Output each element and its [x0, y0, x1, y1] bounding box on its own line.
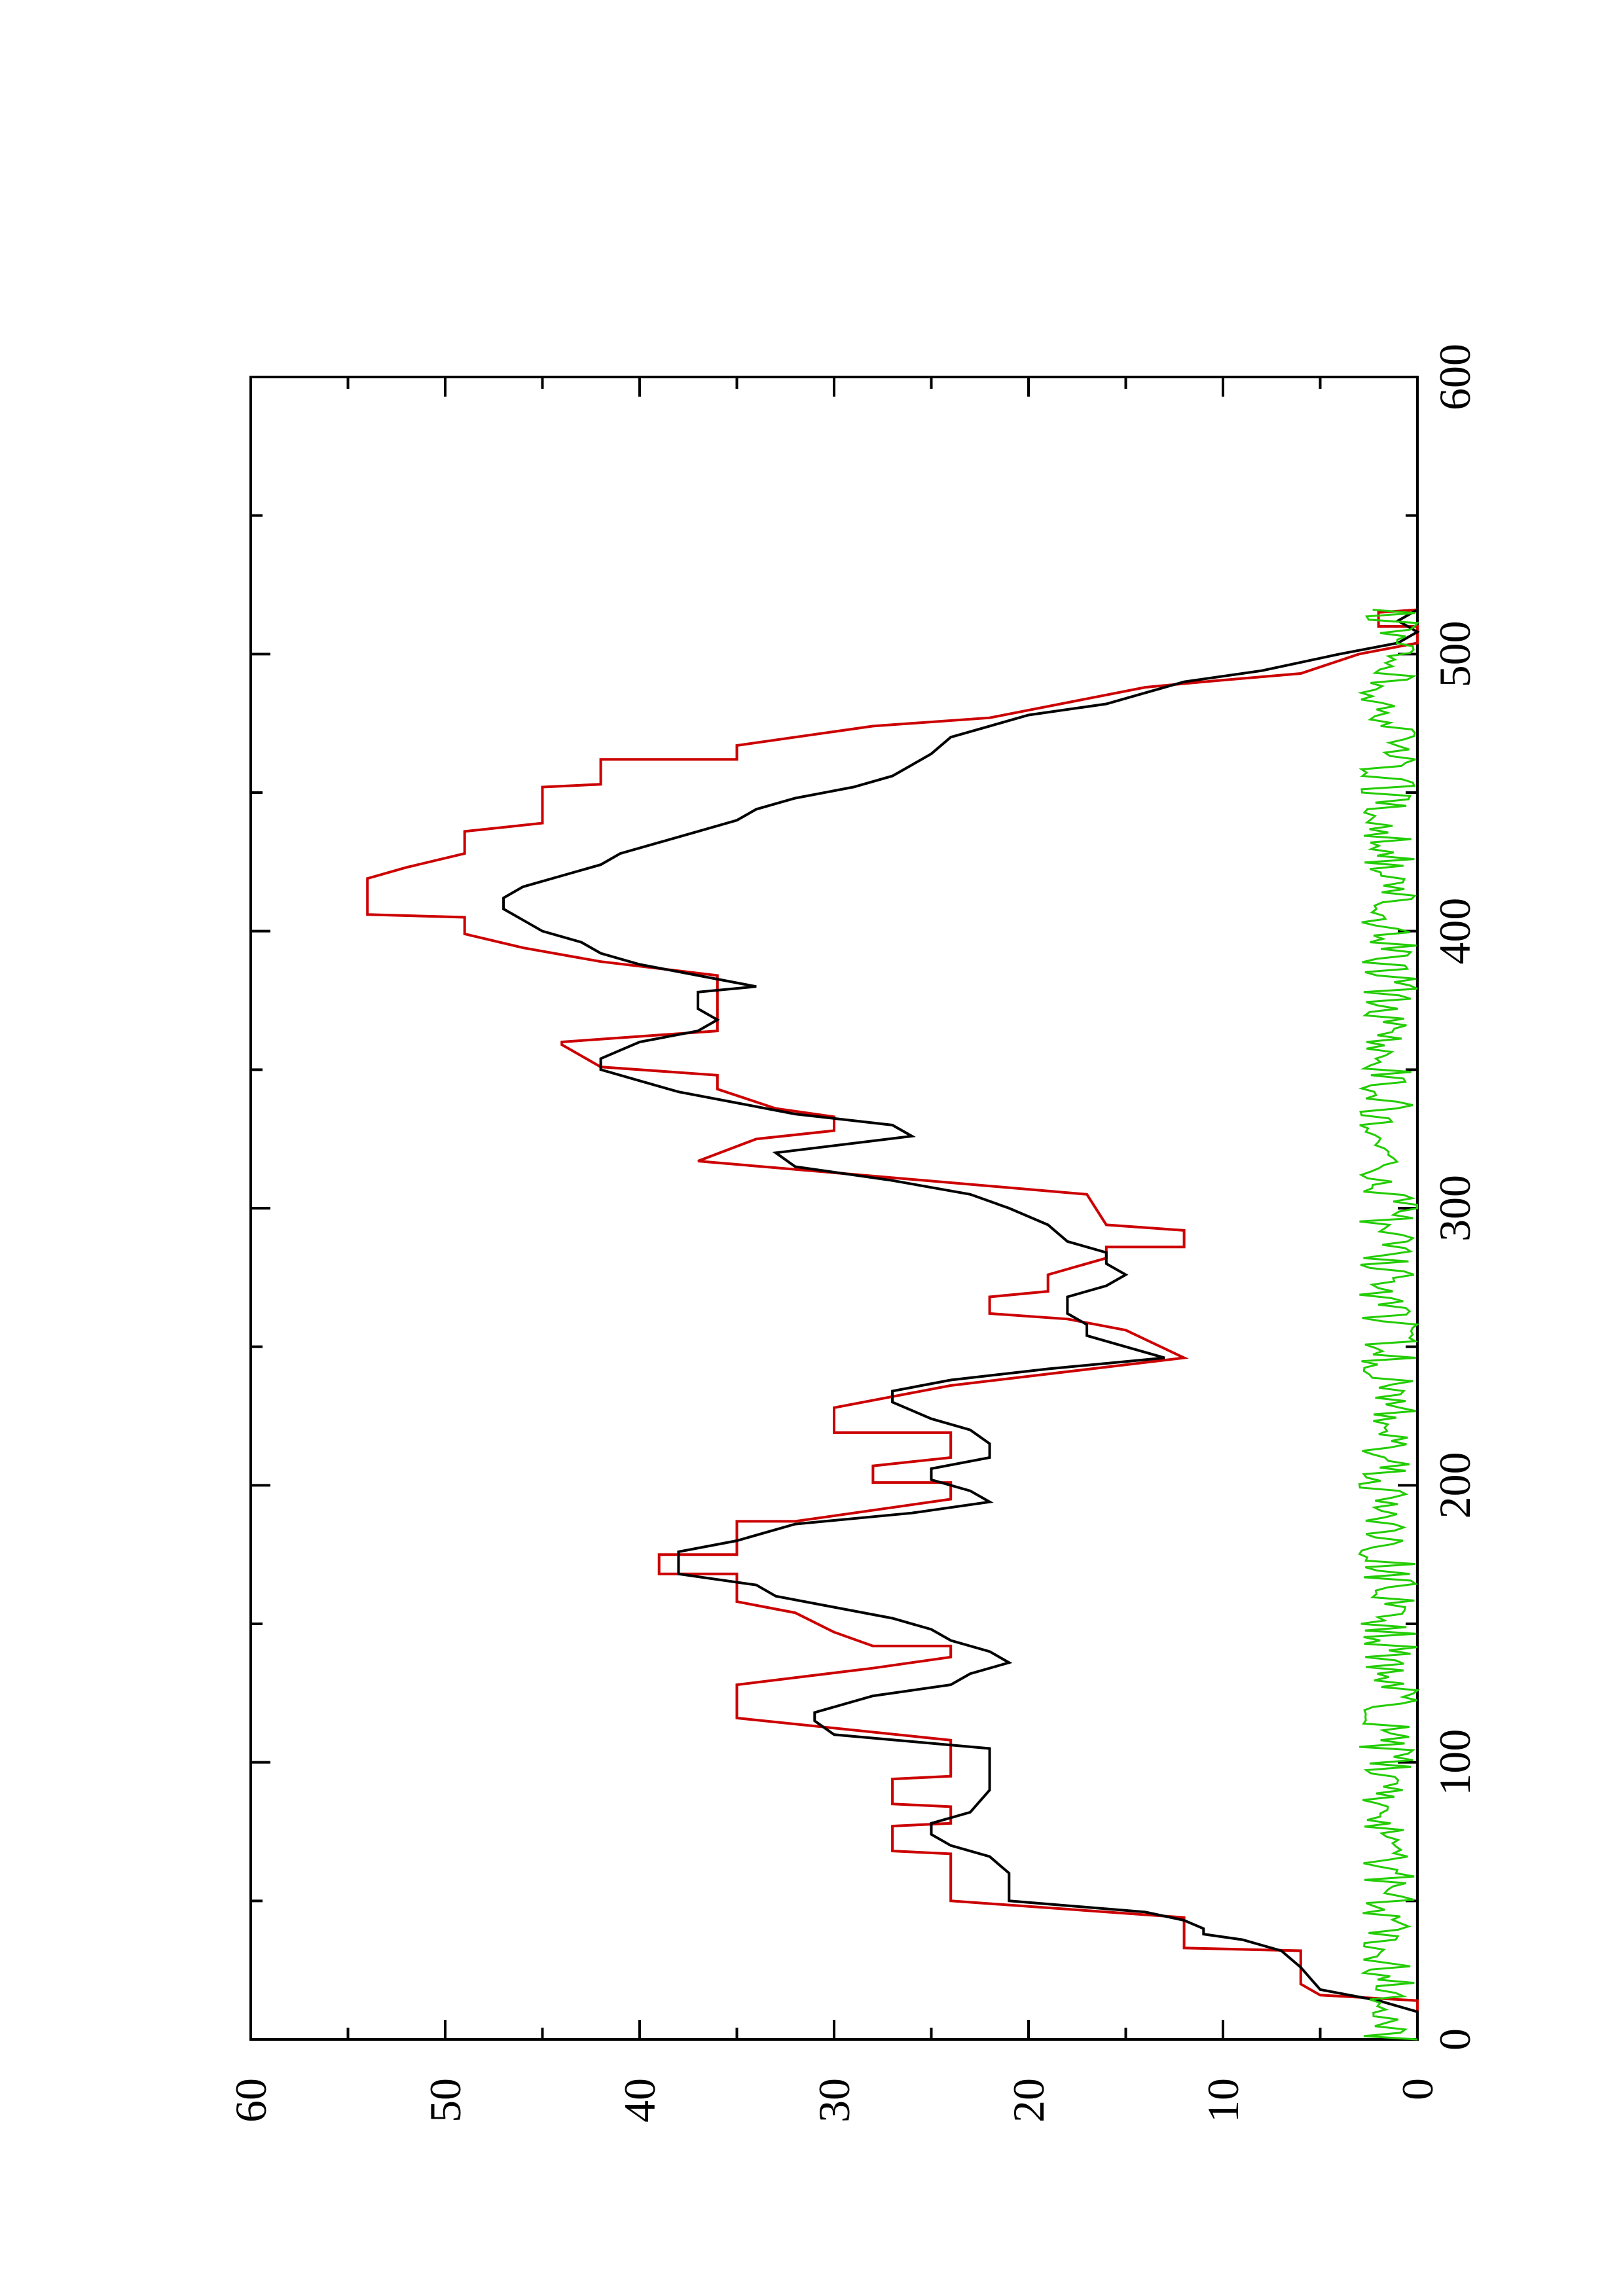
series-line-2 — [502, 608, 1421, 2039]
axis-ticks: 0 100 200 300 400 500 600 0 10 20 30 40 50 60 — [226, 344, 1480, 2123]
y-tick-label: 10 — [1198, 2078, 1248, 2123]
x-tick-label: 100 — [1430, 1729, 1480, 1796]
y-tick-label: 30 — [809, 2078, 859, 2123]
y-tick-label: 0 — [1393, 2078, 1442, 2100]
x-tick-label: 200 — [1430, 1452, 1480, 1518]
y-tick-label: 50 — [420, 2078, 470, 2123]
series-line-1 — [366, 608, 1419, 2039]
y-tick-label: 20 — [1004, 2078, 1053, 2123]
x-tick-label: 0 — [1430, 2028, 1480, 2051]
y-tick-label: 40 — [615, 2078, 665, 2123]
y-tick-label: 60 — [226, 2078, 276, 2123]
x-tick-label: 400 — [1430, 898, 1480, 965]
x-tick-label: 300 — [1430, 1175, 1480, 1242]
x-tick-label: 600 — [1430, 344, 1480, 410]
x-tick-label: 500 — [1430, 620, 1480, 687]
plot-frame — [249, 376, 1419, 2041]
series-line-3 — [1357, 609, 1420, 2041]
series-layer — [366, 608, 1421, 2041]
